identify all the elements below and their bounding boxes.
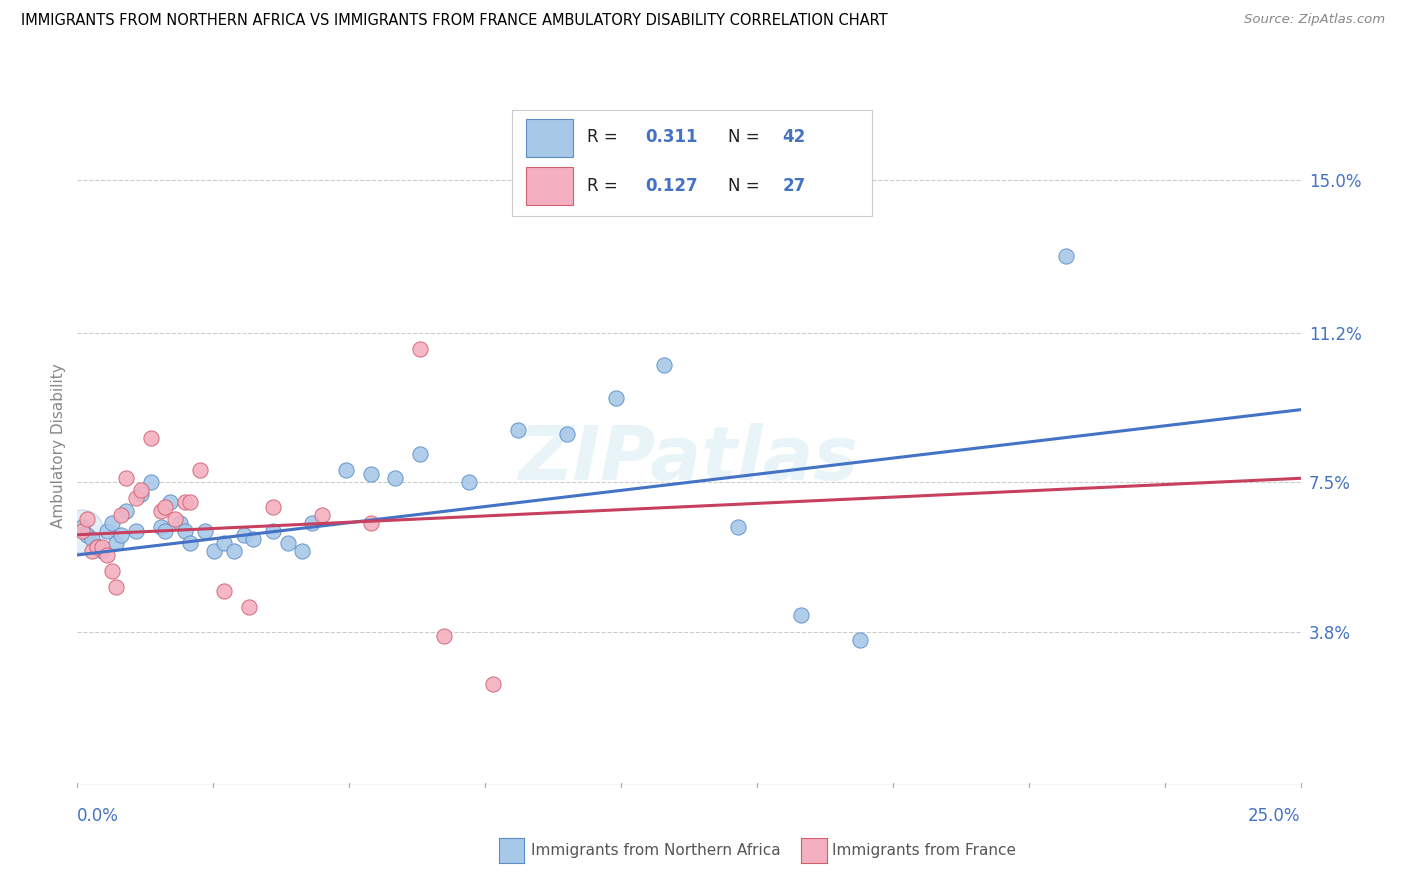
Point [105,580,128,594]
Point [433,629,456,643]
Point [409,342,432,356]
Point [238,600,260,615]
Point [76,511,98,525]
Y-axis label: Ambulatory Disability: Ambulatory Disability [51,364,66,528]
Point [76,528,98,542]
Point [482,677,505,691]
Text: Immigrants from Northern Africa: Immigrants from Northern Africa [531,844,782,858]
Point [335,463,357,477]
Text: ZIPatlas: ZIPatlas [519,423,859,496]
Point [212,584,235,599]
Point [179,536,201,550]
Point [222,544,245,558]
Point [174,524,197,538]
Point [129,483,152,498]
Point [291,544,314,558]
Point [555,426,578,441]
Point [70,524,93,538]
Point [159,495,181,509]
Point [80,544,103,558]
Point [80,532,103,546]
Point [202,544,225,558]
Point [277,536,299,550]
Point [110,528,132,542]
Point [605,391,627,405]
Point [790,608,813,623]
Point [155,500,177,514]
Point [174,495,197,509]
Point [165,511,187,525]
Point [727,519,749,533]
Point [129,487,152,501]
Text: Immigrants from France: Immigrants from France [832,844,1017,858]
Point [155,524,177,538]
Point [90,540,112,554]
Point [188,463,211,477]
Point [242,532,264,546]
Point [301,516,323,530]
Point [262,524,284,538]
Text: Source: ZipAtlas.com: Source: ZipAtlas.com [1244,13,1385,27]
Point [70,519,93,533]
Point [232,528,254,542]
Point [125,491,148,506]
Point [149,503,172,517]
Point [149,519,172,533]
Point [105,536,128,550]
Point [125,524,148,538]
Point [360,467,382,482]
Point [311,508,333,522]
Point [86,540,108,554]
Text: 0.0%: 0.0% [77,807,120,825]
Point [457,475,479,490]
Point [115,471,138,485]
Point [115,503,138,517]
Point [262,500,284,514]
Point [169,516,191,530]
Point [96,524,118,538]
Point [179,495,201,509]
Point [100,564,122,578]
Point [360,516,382,530]
Point [193,524,215,538]
Point [212,536,235,550]
Point [849,632,872,647]
Point [506,423,529,437]
Point [90,544,112,558]
Point [70,524,93,538]
Point [110,508,132,522]
Point [139,475,162,490]
Point [1054,249,1077,263]
Text: 25.0%: 25.0% [1249,807,1301,825]
Point [100,516,122,530]
Point [654,359,676,373]
Point [86,540,108,554]
Text: IMMIGRANTS FROM NORTHERN AFRICA VS IMMIGRANTS FROM FRANCE AMBULATORY DISABILITY : IMMIGRANTS FROM NORTHERN AFRICA VS IMMIG… [21,13,887,29]
Point [139,431,162,445]
Point [409,447,432,461]
Point [96,548,118,562]
Point [384,471,406,485]
